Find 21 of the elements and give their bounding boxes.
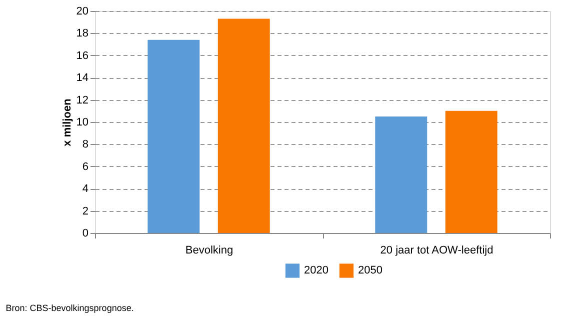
y-tick-label: 20	[76, 6, 88, 18]
y-tick-label: 0	[82, 228, 88, 240]
x-tick-label: Bevolking	[185, 244, 234, 256]
y-tick-label: 6	[82, 160, 88, 173]
y-tick-label: 16	[76, 50, 88, 62]
bar	[445, 110, 498, 233]
y-tick-label: 8	[82, 138, 88, 151]
y-axis-title: x miljoen	[61, 98, 74, 146]
legend-label: 2050	[358, 264, 382, 277]
y-tick-label: 12	[76, 94, 88, 106]
y-tick-label: 14	[76, 72, 88, 84]
bar	[375, 116, 428, 233]
text: Bron: CBS-bevolkingsprognose.	[6, 303, 134, 313]
y-tick-label: 2	[82, 205, 88, 218]
x-tick-label: 20 jaar tot AOW-leeftijd	[380, 244, 494, 256]
legend-label: 2020	[304, 264, 328, 277]
y-tick-label: 10	[76, 116, 88, 128]
bar	[218, 18, 270, 233]
y-tick-label: 4	[82, 183, 88, 196]
y-tick-label: 18	[76, 28, 88, 40]
bar	[148, 40, 200, 233]
